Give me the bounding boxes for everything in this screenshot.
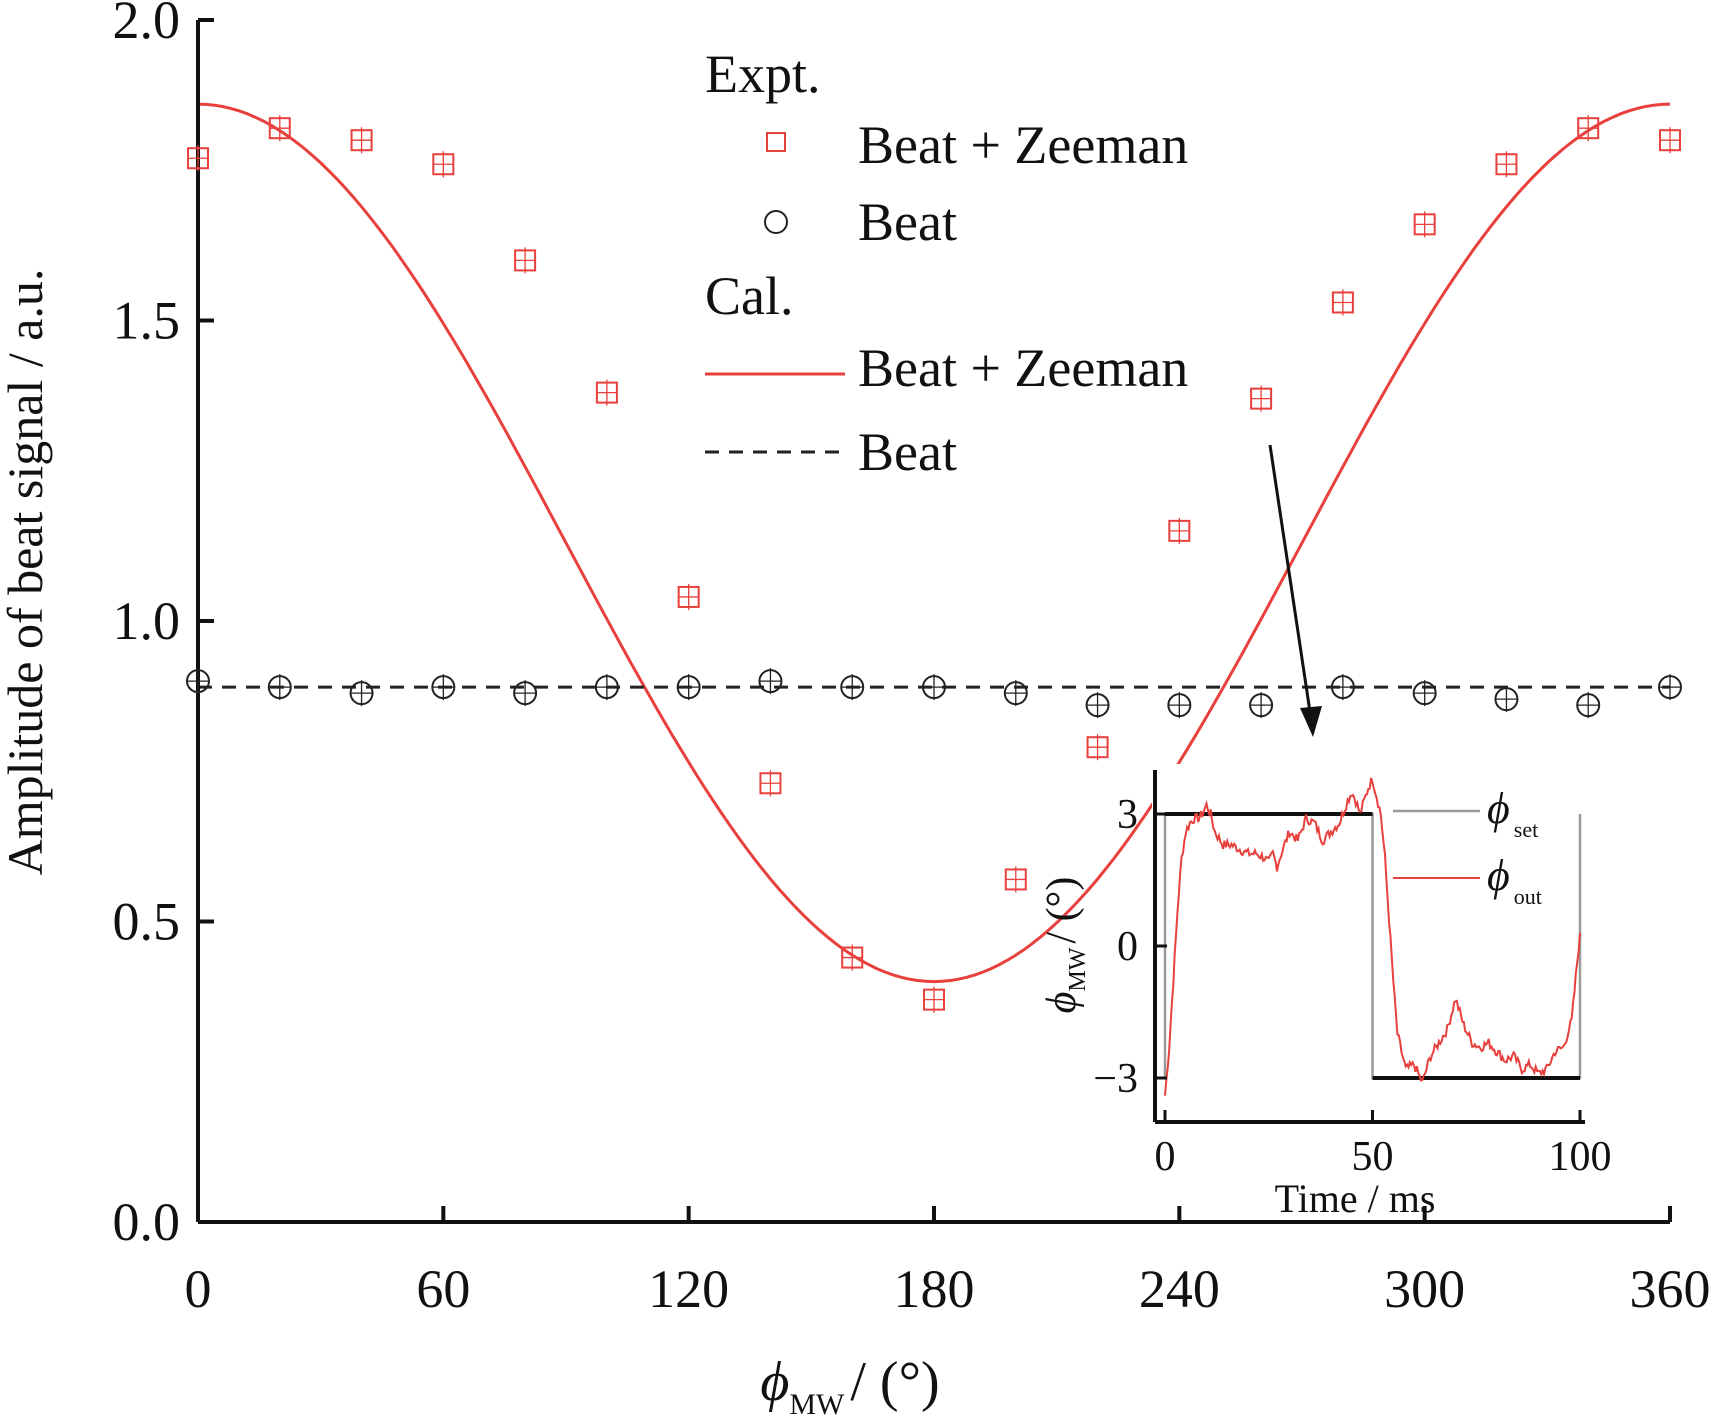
expt-beat-point <box>1658 674 1682 701</box>
inset-legend-label-out: ϕ out <box>1487 851 1542 909</box>
x-tick-label: 0 <box>185 1259 212 1319</box>
expt-beat-zeeman-point <box>1495 151 1518 178</box>
expt-beat-point <box>1167 692 1192 719</box>
expt-beat-point <box>1576 692 1601 719</box>
expt-beat-zeeman-point <box>595 379 618 406</box>
expt-beat-point <box>594 674 619 701</box>
expt-beat-zeeman-point <box>1659 127 1681 154</box>
inset-x-tick-label: 50 <box>1352 1134 1394 1180</box>
expt-beat-point <box>349 680 374 707</box>
legend-heading-cal: Cal. <box>705 266 794 326</box>
x-tick-label: 120 <box>648 1259 729 1319</box>
x-axis-label-subscript: MW <box>789 1388 845 1421</box>
inset-legend-out-symbol: ϕ <box>1487 851 1510 900</box>
expt-beat-point <box>267 674 292 701</box>
x-tick-label: 180 <box>894 1259 975 1319</box>
legend-marker-square <box>766 132 786 152</box>
x-tick-label: 300 <box>1384 1259 1465 1319</box>
inset-y-axis-label-unit: / (°) <box>1039 877 1085 944</box>
expt-beat-point <box>1003 680 1028 707</box>
legend-heading-expt: Expt. <box>705 44 821 104</box>
inset-y-tick-label: 3 <box>1117 792 1138 838</box>
legend-label-cal-beat: Beat <box>858 422 957 482</box>
y-tick-label: 2.0 <box>113 0 181 50</box>
y-axis-label: Amplitude of beat signal / a.u. <box>0 269 53 876</box>
expt-beat-point <box>1330 674 1355 701</box>
legend-label-cal-beat-zeeman: Beat + Zeeman <box>858 338 1188 398</box>
expt-beat-zeeman-point <box>759 770 782 797</box>
inset-phi-out-line <box>1164 777 1581 1096</box>
expt-beat-point <box>431 674 456 701</box>
x-tick-label: 360 <box>1630 1259 1711 1319</box>
expt-beat-zeeman-point <box>1413 211 1436 238</box>
inset-x-axis-label: Time / ms <box>1275 1176 1436 1221</box>
inset-y-axis-label-subscript: MW <box>1065 947 1091 991</box>
inset-ticks: 0 50 100 3 0 −3 <box>1093 792 1611 1180</box>
x-tick-label: 240 <box>1139 1259 1220 1319</box>
y-tick-label: 0.0 <box>113 1192 181 1252</box>
inset-legend-set-symbol: ϕ <box>1487 784 1510 833</box>
expt-beat-point <box>1249 692 1274 719</box>
expt-beat-zeeman-point <box>1331 289 1354 316</box>
expt-beat-zeeman-point <box>514 247 537 274</box>
legend: Expt. Beat + Zeeman Beat Cal. Beat + Zee… <box>705 44 1188 482</box>
expt-beat-zeeman-point <box>923 986 945 1013</box>
expt-beat-zeeman-point <box>1577 115 1600 142</box>
inset-y-tick-label: −3 <box>1093 1056 1138 1102</box>
inset-legend-set-subscript: set <box>1514 817 1538 842</box>
main-data-marks <box>186 115 1682 1013</box>
y-tick-label: 0.5 <box>113 892 181 952</box>
x-axis-label-unit: / (°) <box>850 1351 939 1413</box>
inset-pointer-arrow <box>1268 444 1322 737</box>
inset-x-tick-label: 0 <box>1155 1134 1176 1180</box>
legend-marker-circle <box>764 210 788 234</box>
expt-beat-point <box>513 680 538 707</box>
inset-y-axis-label: ϕMW/ (°) <box>1039 877 1091 1014</box>
expt-beat-zeeman-point <box>350 127 373 154</box>
inset-phi-set-line <box>1163 812 1582 1080</box>
cal-beat-zeeman-line <box>197 102 1671 984</box>
x-tick-label: 60 <box>416 1259 470 1319</box>
expt-beat-point <box>186 668 210 695</box>
expt-beat-point <box>758 668 783 695</box>
y-tick-label: 1.0 <box>113 591 181 651</box>
inset-y-axis-label-symbol: ϕ <box>1039 992 1085 1014</box>
legend-label-expt-beat-zeeman: Beat + Zeeman <box>858 115 1188 175</box>
expt-beat-zeeman-point <box>677 583 700 610</box>
expt-beat-point <box>922 674 946 701</box>
expt-beat-zeeman-point <box>187 145 209 172</box>
x-axis-label: ϕMW / (°) <box>760 1351 939 1421</box>
expt-beat-zeeman-point <box>841 944 864 971</box>
expt-beat-zeeman-point <box>1250 385 1273 412</box>
inset-x-tick-label: 100 <box>1549 1134 1612 1180</box>
expt-beat-point <box>840 674 865 701</box>
x-axis-label-symbol: ϕ <box>760 1351 789 1413</box>
expt-beat-zeeman-point <box>1004 866 1027 893</box>
expt-beat-point <box>676 674 701 701</box>
legend-label-expt-beat: Beat <box>858 192 957 252</box>
inset-data-lines <box>1163 777 1582 1096</box>
expt-beat-point <box>1412 680 1437 707</box>
inset-legend-out-subscript: out <box>1514 884 1542 909</box>
expt-beat-zeeman-point <box>1086 734 1109 761</box>
expt-beat-zeeman-point <box>1168 517 1191 544</box>
inset-y-tick-label: 0 <box>1117 924 1138 970</box>
expt-beat-zeeman-point <box>268 115 291 142</box>
expt-beat-point <box>1085 692 1110 719</box>
y-tick-label: 1.5 <box>113 291 181 351</box>
expt-beat-point <box>1494 686 1519 713</box>
expt-beat-zeeman-point <box>432 151 455 178</box>
inset-legend-label-set: ϕ set <box>1487 784 1538 842</box>
